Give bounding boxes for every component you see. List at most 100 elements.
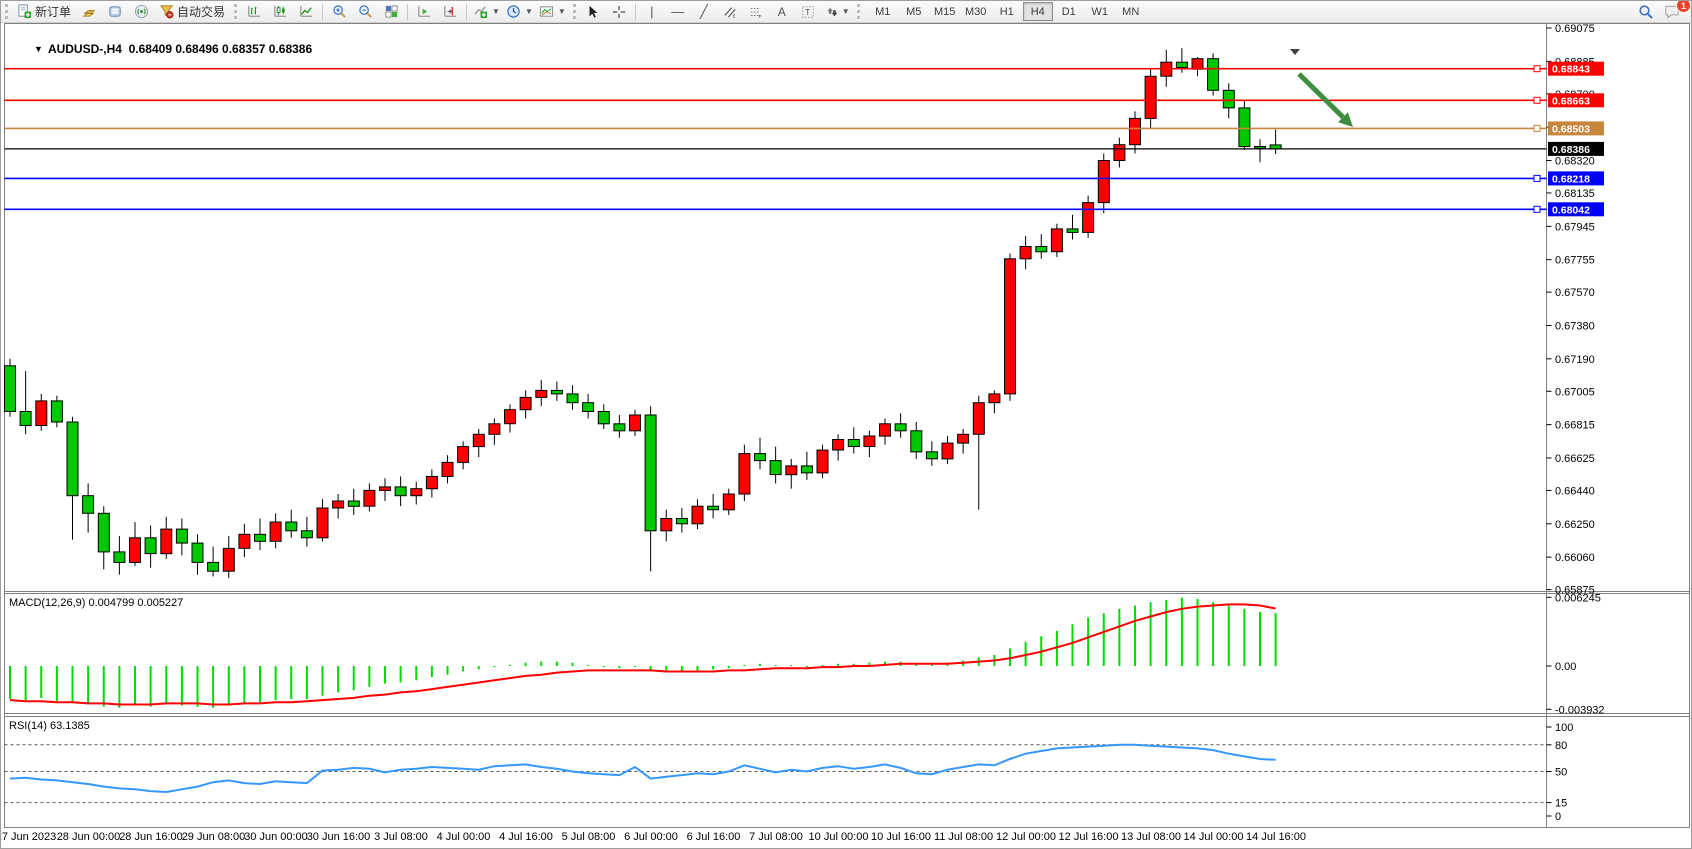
svg-text:0.006245: 0.006245 [1555,592,1601,604]
zoom-out-button[interactable] [352,1,378,22]
horizontal-lines-layer[interactable]: 0.68843 0.68663 0.68503 0.68218 0.68042 0.683… [4,61,1605,217]
periods-button[interactable]: ▼ [503,1,536,22]
zoom-in-icon [332,5,346,18]
svg-text:27 Jun 2023: 27 Jun 2023 [1,831,56,843]
fibonacci-tool-button[interactable]: F [743,1,769,22]
svg-text:0.68663: 0.68663 [1552,95,1590,107]
svg-text:0.66625: 0.66625 [1555,453,1595,465]
indicators-button[interactable]: ▼ [470,1,503,22]
svg-text:0.69075: 0.69075 [1555,23,1595,35]
horizontal-line-icon: — [671,4,685,19]
timeframe-button-h4[interactable]: H4 [1022,2,1053,21]
macd-signal-line [9,603,1276,706]
zoom-out-icon [358,5,372,18]
line-chart-button[interactable] [293,1,319,22]
svg-text:28 Jun 16:00: 28 Jun 16:00 [119,831,183,843]
tile-windows-icon [384,5,398,18]
chevron-down-icon: ▼ [492,7,500,16]
search-icon [1639,4,1653,19]
timeframe-button-m5[interactable]: M5 [906,5,922,18]
cursor-button[interactable] [580,1,606,22]
bar-chart-button[interactable] [241,1,267,22]
svg-text:4 Jul 16:00: 4 Jul 16:00 [499,831,553,843]
timeframe-button-m1[interactable]: M1 [875,5,891,18]
current-price-label [1548,141,1604,156]
svg-text:0.67570: 0.67570 [1555,287,1595,299]
crosshair-button[interactable] [606,1,632,22]
svg-text:0.67005: 0.67005 [1555,386,1595,398]
svg-text:0.68320: 0.68320 [1555,156,1595,168]
svg-text:0.68843: 0.68843 [1552,64,1590,76]
market-watch-icon [108,6,121,17]
timeframe-button-mn[interactable]: MN [1122,5,1140,18]
svg-text:0.66815: 0.66815 [1555,420,1595,432]
timeframe-button-m15[interactable]: M15 [934,5,956,18]
rsi-indicator-label: RSI(14) 63.1385 [9,720,90,732]
text-tool-button[interactable]: A [769,1,795,22]
vertical-line-icon: | [650,4,654,19]
trend-arrow-annotation[interactable] [1297,72,1353,127]
chart-title: ▼ AUDUSD-,H4 0.68409 0.68496 0.68357 0.68… [14,28,312,70]
timeframe-button-h1[interactable]: H1 [999,5,1014,18]
line-chart-icon [299,5,312,17]
trendline-tool-button[interactable]: ╱ [691,1,717,22]
auto-scroll-button[interactable] [437,1,463,22]
svg-text:T: T [805,8,810,17]
vertical-line-tool-button[interactable]: | [639,1,665,22]
chart-area[interactable]: ▼ AUDUSD-,H4 0.68409 0.68496 0.68357 0.68… [1,22,1691,848]
signals-button[interactable] [128,1,154,22]
timeframe-button-d1[interactable]: D1 [1061,5,1076,18]
chart-shift-button[interactable] [411,1,437,22]
candles-layer[interactable] [4,48,1282,579]
svg-text:3 Jul 08:00: 3 Jul 08:00 [374,831,428,843]
macd-layer: 0.006245 0.00 -0.003932 [9,592,1605,716]
toolbar-drag-handle [5,4,8,19]
template-icon [539,6,553,17]
tile-windows-button[interactable] [378,1,404,22]
new-order-icon [18,4,32,19]
toolbar-drag-handle [572,4,576,19]
chart-shift-icon [417,5,430,17]
chart-canvas[interactable]: 0.690750.688850.687000.685100.683200.681… [1,22,1691,848]
svg-text:30 Jun 16:00: 30 Jun 16:00 [307,831,371,843]
timeframe-group: M1 M5 M15 M30 H1 H4 D1 W1 MN [868,2,1146,21]
collapse-triangle-icon[interactable]: ▼ [34,44,43,54]
candlestick-chart-button[interactable] [267,1,293,22]
text-label-icon: T [802,5,814,18]
clock-icon [507,5,520,18]
arrows-tool-button[interactable]: ▼ [821,1,853,22]
timeframe-button-m30[interactable]: M30 [965,5,987,18]
toolbar-drag-handle [234,4,238,19]
svg-text:F: F [758,14,761,19]
toolbar: 新订单 自动交易 [1,1,1691,23]
top-marker-icon [1290,49,1300,55]
zoom-in-button[interactable] [326,1,352,22]
svg-text:6 Jul 00:00: 6 Jul 00:00 [624,831,678,843]
candlestick-chart-icon [273,5,286,17]
chevron-down-icon: ▼ [557,7,566,16]
svg-text:0: 0 [1555,811,1561,823]
svg-text:50: 50 [1555,767,1567,779]
fibonacci-icon: F [750,7,761,19]
channel-tool-button[interactable]: E [717,1,743,22]
svg-text:0.68503: 0.68503 [1552,123,1590,135]
search-button[interactable] [1633,1,1659,22]
trendline-icon: ╱ [699,4,708,19]
arrows-icon [827,7,837,16]
toolbar-separator [322,3,324,20]
templates-button[interactable]: ▼ [536,1,569,22]
gold-profile-icon [81,10,96,17]
chevron-down-icon: ▼ [524,7,533,16]
text-label-tool-button[interactable]: T [795,1,821,22]
notifications-button[interactable]: 1 [1659,1,1691,22]
chart-profile-button[interactable] [76,1,102,22]
svg-text:12 Jul 16:00: 12 Jul 16:00 [1059,831,1119,843]
symbol-period-label: AUDUSD-,H4 [47,42,122,56]
new-order-button[interactable]: 新订单 [12,1,76,22]
horizontal-line-tool-button[interactable]: — [665,1,691,22]
timeframe-button-w1[interactable]: W1 [1091,5,1108,18]
auto-scroll-icon [443,5,456,17]
auto-trading-button[interactable]: 自动交易 [154,1,230,22]
panel-separators[interactable] [4,591,1690,828]
market-watch-button[interactable] [102,1,128,22]
